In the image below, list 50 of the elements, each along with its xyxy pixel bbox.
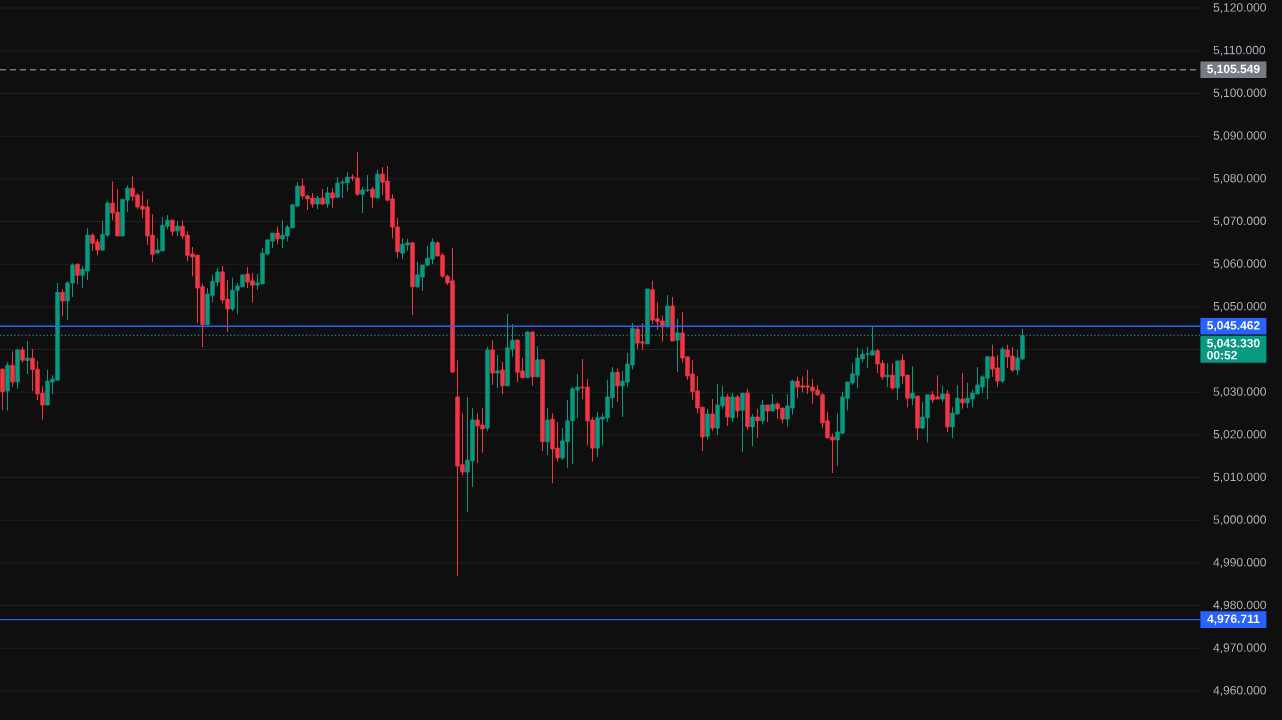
y-tick-label: 5,020.000 — [1213, 429, 1266, 440]
ref-line-label: 5,105.549 — [1207, 64, 1260, 75]
candlestick — [725, 393, 730, 427]
candlestick — [545, 407, 550, 456]
candlestick — [885, 362, 890, 388]
text: 00:52 — [1207, 350, 1237, 360]
y-tick-label: 5,100.000 — [1213, 88, 1266, 99]
y-tick-label: 4,980.000 — [1213, 600, 1266, 611]
candlestick — [755, 408, 760, 439]
ref-line-label: 5,043.330 — [1207, 338, 1260, 350]
y-tick-label: 5,080.000 — [1213, 173, 1266, 184]
y-tick-label: 5,110.000 — [1213, 45, 1266, 56]
y-tick-label: 5,030.000 — [1213, 387, 1266, 398]
candlestick — [750, 413, 755, 447]
candlestick — [500, 361, 505, 395]
candlestick — [910, 365, 915, 406]
candlestick — [760, 399, 765, 425]
candlestick — [535, 345, 540, 378]
candlestick — [730, 392, 735, 423]
y-tick-label: 5,060.000 — [1213, 259, 1266, 270]
y-tick-label: 5,010.000 — [1213, 472, 1266, 483]
candlestick — [330, 187, 335, 209]
candlestick — [60, 288, 65, 317]
candlestick — [75, 263, 80, 285]
candlestick — [495, 354, 500, 389]
candlestick — [0, 367, 5, 411]
candlestick — [740, 392, 745, 453]
candlestick — [25, 340, 30, 375]
candlestick — [375, 169, 380, 199]
candlestick — [490, 339, 495, 386]
y-tick-label: 5,070.000 — [1213, 216, 1266, 227]
ref-line-label: 4,976.711 — [1207, 614, 1260, 625]
candlestick — [960, 372, 965, 410]
ref-line-label: 5,045.462 — [1207, 321, 1260, 332]
candlestick — [890, 362, 895, 391]
y-tick-label: 5,090.000 — [1213, 131, 1266, 142]
y-tick-label: 5,000.000 — [1213, 515, 1266, 526]
candlestick — [370, 186, 375, 209]
y-tick-label: 5,050.000 — [1213, 301, 1266, 312]
candlestick — [615, 368, 620, 403]
candlestick — [10, 350, 15, 388]
y-tick-label: 4,970.000 — [1213, 643, 1266, 654]
y-tick-label: 4,960.000 — [1213, 686, 1266, 696]
candlestick — [710, 398, 715, 432]
y-tick-label: 4,990.000 — [1213, 557, 1266, 568]
candlestick — [325, 186, 330, 209]
candlestick — [705, 408, 710, 440]
candlestick — [665, 294, 670, 328]
candlestick — [735, 394, 740, 419]
y-tick-label: 5,120.000 — [1213, 3, 1266, 14]
